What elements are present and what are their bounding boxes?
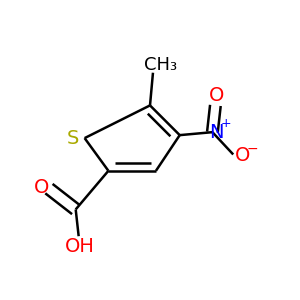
Text: O: O <box>34 178 49 197</box>
Text: +: + <box>220 117 231 130</box>
Text: O: O <box>235 146 250 165</box>
Text: S: S <box>67 129 80 148</box>
Text: N: N <box>209 123 223 142</box>
Text: CH₃: CH₃ <box>144 56 177 74</box>
Text: O: O <box>209 86 225 105</box>
Text: OH: OH <box>65 237 95 256</box>
Text: −: − <box>246 142 258 156</box>
